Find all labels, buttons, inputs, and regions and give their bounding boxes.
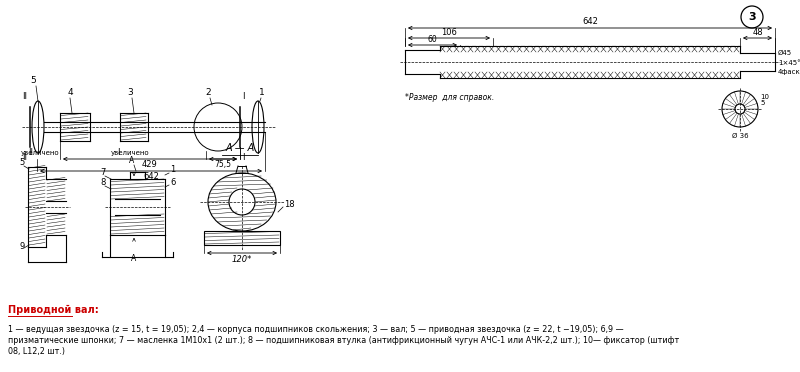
Text: 9: 9	[19, 242, 25, 251]
Text: 08, L12,2 шт.): 08, L12,2 шт.)	[8, 347, 65, 356]
Text: II: II	[29, 148, 34, 157]
Text: Приводной вал:: Приводной вал:	[8, 305, 98, 315]
Text: 3: 3	[127, 88, 133, 97]
Text: 1×45°: 1×45°	[778, 60, 800, 66]
Text: увеличено: увеличено	[110, 150, 150, 156]
Text: А: А	[131, 254, 137, 263]
Text: 4: 4	[67, 88, 73, 97]
Bar	[204, 231, 280, 245]
Text: 120*: 120*	[232, 255, 252, 264]
Text: 642: 642	[143, 172, 159, 181]
Text: 60: 60	[428, 35, 438, 44]
Text: увеличено: увеличено	[21, 150, 59, 156]
Text: призматические шпонки; 7 — масленка 1М10х1 (2 шт.); 8 — подшипниковая втулка (ан: призматические шпонки; 7 — масленка 1М10…	[8, 336, 679, 345]
Text: II: II	[22, 92, 27, 101]
Text: 18: 18	[284, 200, 294, 209]
Text: А — А: А — А	[226, 143, 254, 153]
Text: I: I	[242, 92, 244, 101]
Text: 75,5: 75,5	[214, 160, 231, 169]
Text: 5: 5	[30, 76, 36, 85]
Text: 429: 429	[142, 160, 158, 169]
Text: 48: 48	[752, 28, 763, 37]
Text: 5: 5	[19, 158, 25, 167]
Text: 642: 642	[582, 17, 598, 26]
Text: 106: 106	[441, 28, 457, 37]
Text: 2: 2	[205, 88, 211, 97]
Text: *Размер  для справок.: *Размер для справок.	[405, 93, 494, 102]
Text: 8: 8	[100, 178, 106, 187]
Text: 5: 5	[760, 100, 764, 106]
Text: II: II	[22, 153, 27, 162]
Text: 1 — ведущая звездочка (z = 15, t = 19,05); 2,4 — корпуса подшипников скольжения;: 1 — ведущая звездочка (z = 15, t = 19,05…	[8, 325, 624, 334]
Text: 7: 7	[100, 168, 106, 177]
Text: 3: 3	[748, 12, 756, 22]
Text: Ø45: Ø45	[778, 50, 792, 56]
Text: 1: 1	[170, 165, 175, 174]
Text: 6: 6	[170, 178, 175, 187]
Text: 1: 1	[259, 88, 265, 97]
Text: 10: 10	[760, 94, 769, 100]
Text: 4фаски: 4фаски	[778, 69, 800, 75]
Text: А: А	[130, 156, 134, 165]
Text: Ø 36: Ø 36	[732, 133, 748, 139]
Text: I: I	[242, 153, 244, 162]
Text: I: I	[117, 148, 119, 157]
